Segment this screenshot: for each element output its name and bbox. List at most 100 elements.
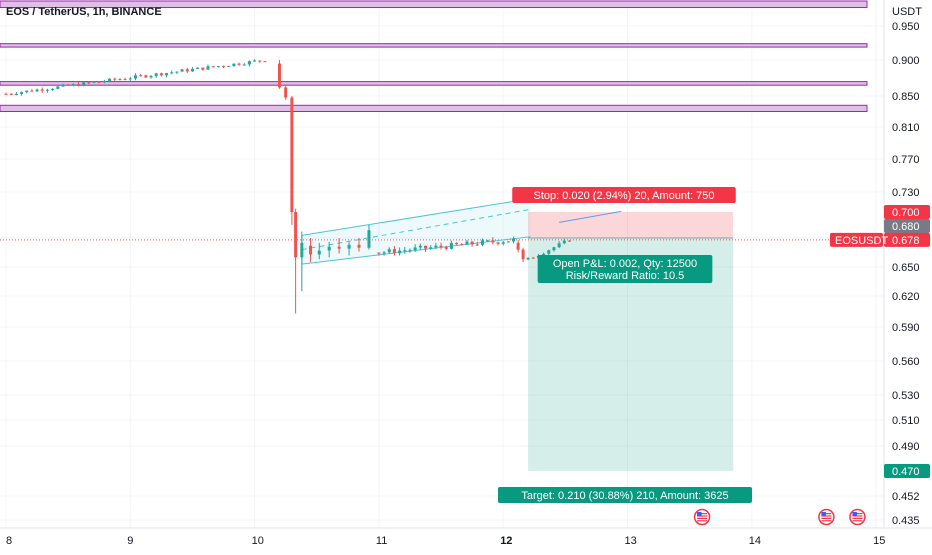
candle-body <box>108 78 112 82</box>
current-price-tag: 0.678 <box>884 232 930 247</box>
event-icon-canton <box>821 512 826 516</box>
stop-label-bg <box>512 187 736 203</box>
candle-body <box>294 212 298 258</box>
price-tick-label: 0.730 <box>892 187 920 199</box>
candle-body <box>128 78 132 80</box>
entry-price-tag-bg <box>884 219 930 233</box>
target-price-tag: 0.470 <box>884 464 930 478</box>
pnl-label-bg <box>537 255 713 283</box>
event-icon-ring <box>818 508 835 526</box>
current-price-tag-bg <box>884 232 930 247</box>
channel-mid-line[interactable] <box>301 208 531 251</box>
target-price-tag-text: 0.470 <box>892 466 920 478</box>
candle-body <box>408 250 412 252</box>
candle-body <box>190 68 194 72</box>
event-icon-stripe <box>697 513 708 515</box>
time-tick-label: 13 <box>625 535 637 547</box>
candle-body <box>475 244 479 246</box>
entry-price-tag: 0.680 <box>884 219 930 233</box>
candle-body <box>133 75 137 79</box>
candle-body <box>327 246 331 251</box>
price-tick-label: 0.452 <box>892 491 920 503</box>
candle-body <box>567 240 571 242</box>
candle-body <box>398 250 402 254</box>
candle-body <box>144 75 148 78</box>
horizontal-zones[interactable] <box>0 0 868 113</box>
price-tick-label: 0.490 <box>892 441 920 453</box>
us-flag-event-icon[interactable] <box>693 508 711 526</box>
target-label: Target: 0.210 (30.88%) 210, Amount: 3625 <box>498 487 752 503</box>
event-icon-ring <box>849 508 866 526</box>
candle-body <box>501 242 505 244</box>
candle-body <box>30 90 34 92</box>
time-tick-label: 10 <box>252 535 264 547</box>
candle-body <box>82 82 86 86</box>
candle-body <box>185 69 189 72</box>
event-icon-canton <box>697 512 702 516</box>
candle-body <box>201 67 205 70</box>
candle-body <box>444 247 448 249</box>
candle-body <box>486 240 490 242</box>
support-resistance-zone[interactable] <box>0 43 868 48</box>
candle-body <box>4 93 8 95</box>
candle-body <box>14 94 18 96</box>
event-icon-canton <box>852 512 857 516</box>
candle-body <box>496 242 500 244</box>
stop-price-tag: 0.700 <box>884 205 930 219</box>
candle-body <box>470 241 474 245</box>
support-resistance-zone[interactable] <box>0 104 868 113</box>
candle-body <box>25 90 29 93</box>
price-tick-label: 0.900 <box>892 55 920 67</box>
support-resistance-zone[interactable] <box>0 0 868 9</box>
candle-body <box>77 84 81 86</box>
channel-fill <box>301 198 531 265</box>
candle-body <box>460 244 464 246</box>
event-icon-stripe <box>852 515 863 517</box>
target-label-bg <box>498 487 752 503</box>
candle-body <box>429 247 433 249</box>
candle-body <box>40 89 44 91</box>
us-flag-event-icon[interactable] <box>818 508 835 526</box>
candle-body <box>547 250 551 254</box>
candle-body <box>277 63 281 88</box>
candle-body <box>455 242 459 245</box>
event-icon-stripe <box>697 517 708 519</box>
candle-body <box>392 249 396 254</box>
entry-price-tag-text: 0.680 <box>892 221 920 233</box>
time-tick-label: 15 <box>873 535 885 547</box>
event-icon-stripe <box>852 520 863 522</box>
candle-body <box>222 66 226 68</box>
candle-body <box>35 89 39 92</box>
candle-body <box>175 71 179 73</box>
event-icon-stripe <box>821 517 832 519</box>
symbol-price-label: EOSUSDT <box>830 232 888 247</box>
position-risk-zone[interactable] <box>528 212 734 238</box>
candle-body <box>170 72 174 74</box>
candle-body <box>557 243 561 248</box>
symbol-title: EOS / TetherUS, 1h, BINANCE <box>6 6 162 18</box>
candles <box>4 59 571 314</box>
candle-body <box>290 97 294 212</box>
support-resistance-zone[interactable] <box>0 81 868 86</box>
us-flag-event-icon[interactable] <box>849 508 866 526</box>
candle-body <box>552 247 556 251</box>
symbol-price-label-text: EOSUSDT <box>835 235 888 247</box>
candle-body <box>512 238 516 242</box>
candle-body <box>211 66 215 68</box>
candle-body <box>413 247 417 251</box>
price-tick-label: 0.590 <box>892 322 920 334</box>
position-labels: Stop: 0.020 (2.94%) 20, Amount: 750 Open … <box>498 187 752 503</box>
candle-body <box>92 81 96 83</box>
candle-body <box>424 245 428 249</box>
stop-trend-line[interactable] <box>559 210 622 223</box>
candle-body <box>367 230 371 248</box>
candle-body <box>439 245 443 248</box>
channel-upper-line[interactable] <box>301 198 531 236</box>
candle-body <box>337 246 341 249</box>
candle-body <box>97 81 101 83</box>
candle-body <box>418 245 422 248</box>
candle-body <box>258 60 262 62</box>
candle-body <box>56 86 60 89</box>
